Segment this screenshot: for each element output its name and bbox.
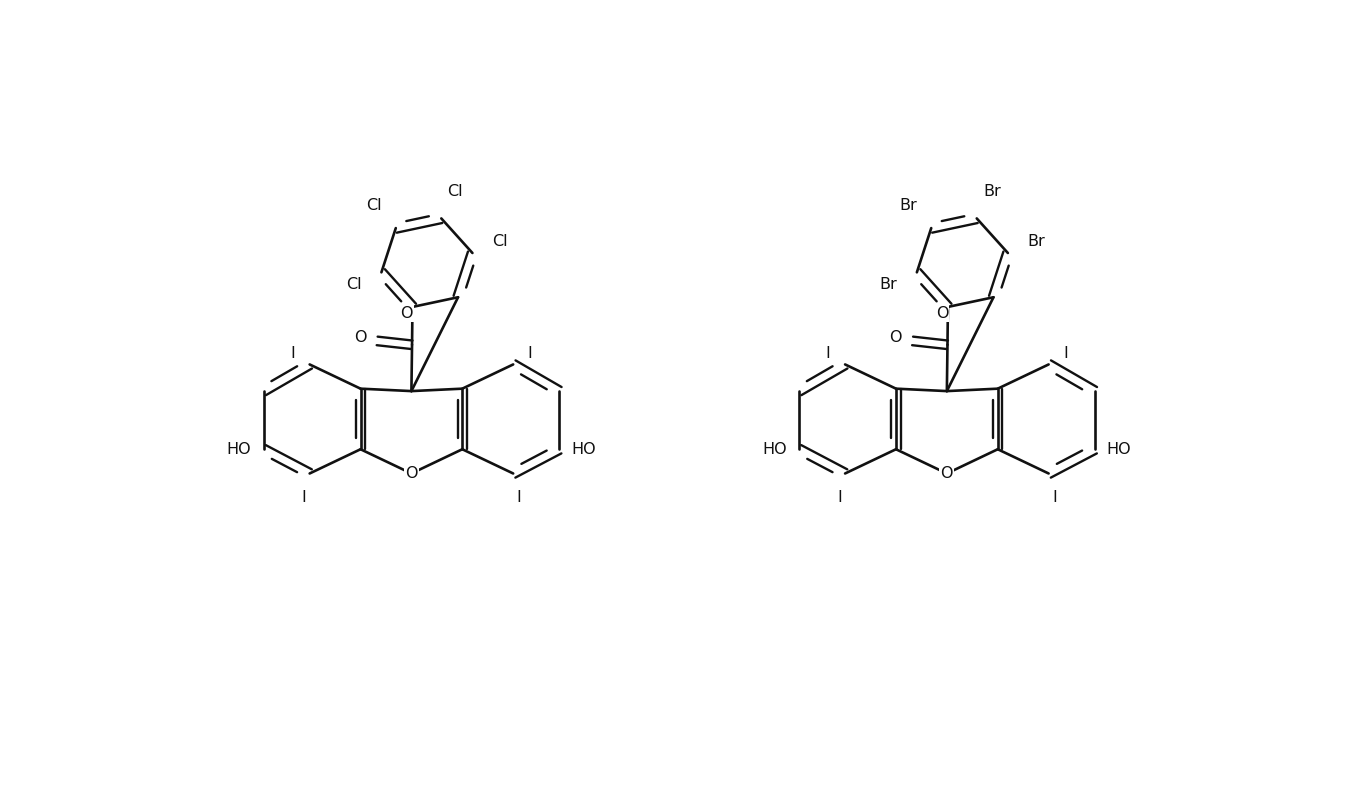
Text: O: O: [941, 466, 954, 481]
Text: Cl: Cl: [367, 198, 382, 213]
Text: I: I: [527, 346, 533, 361]
Text: Br: Br: [900, 198, 918, 213]
Text: I: I: [516, 491, 522, 506]
Text: Cl: Cl: [492, 234, 508, 249]
Text: O: O: [353, 330, 367, 345]
Text: I: I: [301, 491, 307, 506]
Text: Br: Br: [984, 184, 1000, 199]
Text: I: I: [1063, 346, 1069, 361]
Text: O: O: [936, 306, 948, 321]
Text: Cl: Cl: [345, 276, 362, 292]
Text: O: O: [400, 306, 412, 321]
Text: O: O: [406, 466, 418, 481]
Text: I: I: [826, 346, 830, 361]
Text: HO: HO: [762, 442, 786, 457]
Text: I: I: [1052, 491, 1056, 506]
Text: O: O: [889, 330, 901, 345]
Text: HO: HO: [571, 442, 596, 457]
Text: I: I: [837, 491, 841, 506]
Text: Cl: Cl: [448, 184, 463, 199]
Text: Br: Br: [1028, 234, 1045, 249]
Text: Br: Br: [880, 276, 897, 292]
Text: HO: HO: [1107, 442, 1132, 457]
Text: HO: HO: [227, 442, 252, 457]
Text: I: I: [290, 346, 295, 361]
